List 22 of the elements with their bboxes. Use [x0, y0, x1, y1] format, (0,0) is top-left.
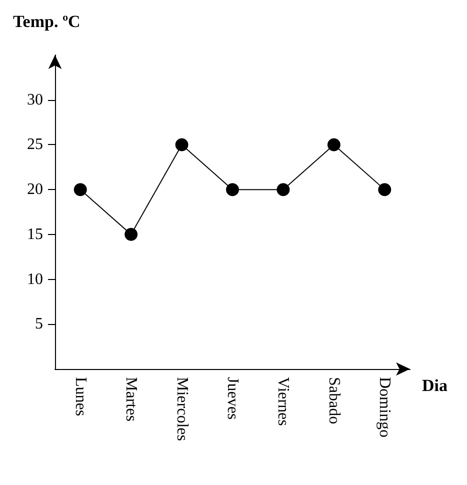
x-tick-label: Miercoles: [173, 377, 190, 441]
point: [226, 183, 239, 196]
point: [276, 183, 290, 196]
point: [74, 183, 87, 196]
point: [378, 183, 392, 196]
x-tick-label: Lunes: [72, 377, 89, 416]
x-tick-label: Jueves: [224, 377, 241, 420]
y-tick-label: 30: [27, 91, 43, 108]
point: [124, 228, 138, 241]
chart-title: Temp. ºC: [13, 12, 80, 31]
y-tick-label: 10: [27, 270, 43, 288]
x-tick-label: Viernes: [274, 377, 292, 426]
point: [175, 138, 188, 152]
y-tick-label: 5: [35, 316, 43, 333]
x-tick-label: Domingo: [376, 377, 394, 438]
y-tick-label: 15: [27, 226, 43, 243]
y-tick-label: 25: [27, 136, 43, 154]
x-axis-title: Dia: [422, 376, 448, 395]
y-tick-label: 20: [27, 181, 43, 198]
x-tick-label: Sabado: [325, 377, 342, 424]
x-tick-label: Martes: [122, 377, 140, 422]
point: [327, 138, 340, 152]
